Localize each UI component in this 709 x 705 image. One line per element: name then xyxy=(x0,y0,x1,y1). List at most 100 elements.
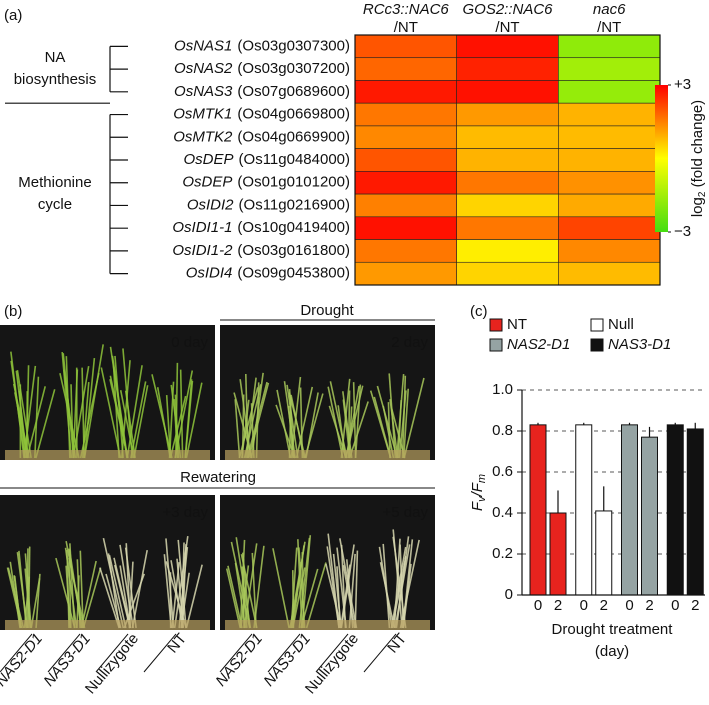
leaf xyxy=(113,564,131,629)
leaf xyxy=(185,564,203,629)
leaf xyxy=(305,562,327,629)
leaf xyxy=(25,365,30,459)
colorbar-tick-label: +3 xyxy=(674,76,691,93)
x-tick-label: 2 xyxy=(645,597,653,614)
gene-name: OsDEP xyxy=(182,174,232,191)
leaf xyxy=(169,395,187,459)
leaf xyxy=(301,552,305,629)
leaf xyxy=(399,544,405,629)
leaf xyxy=(165,561,187,629)
photo-label: +5 day xyxy=(383,504,429,521)
heat-cell xyxy=(354,261,457,286)
heat-cell xyxy=(456,57,559,81)
bar xyxy=(686,428,704,596)
heat-cell xyxy=(354,193,457,218)
row-label: OsNAS1 (Os03g0307300) xyxy=(174,37,350,54)
group-label: Methionine xyxy=(18,174,91,191)
leaf xyxy=(16,370,32,459)
leaf xyxy=(185,382,203,459)
leaf xyxy=(328,405,347,459)
leaf xyxy=(23,365,37,459)
heat-cell xyxy=(558,34,661,59)
column-suffix: /NT xyxy=(597,19,621,36)
genotype-line xyxy=(219,633,253,673)
leaf xyxy=(286,384,299,459)
group-label: biosynthesis xyxy=(14,71,97,88)
heat-cell xyxy=(354,125,457,149)
leaf xyxy=(243,384,262,459)
leaf xyxy=(173,535,189,629)
leaf xyxy=(401,375,407,459)
colorbar-tick-label: −3 xyxy=(674,223,691,240)
legend-swatch xyxy=(590,318,604,332)
leaf xyxy=(163,554,173,629)
x-axis-label: Drought treatment xyxy=(552,621,674,638)
leaf xyxy=(79,550,84,629)
heat-cell xyxy=(558,193,661,218)
leaf xyxy=(131,549,148,629)
genotype-line xyxy=(267,633,301,673)
leaf xyxy=(16,551,29,629)
leaf xyxy=(342,564,356,629)
leaf xyxy=(348,553,356,629)
heat-cell xyxy=(456,125,559,149)
y-axis-label: Fv/Fm xyxy=(469,474,488,511)
gene-name: OsNAS1 xyxy=(174,37,232,54)
y-tick-label: 0.6 xyxy=(492,463,513,480)
heat-cell xyxy=(354,57,457,81)
leaf xyxy=(327,533,340,629)
heat-cell xyxy=(456,34,559,59)
column-suffix: /NT xyxy=(495,19,519,36)
heat-cell xyxy=(354,171,457,195)
leaf xyxy=(305,392,319,459)
leaf xyxy=(295,386,314,459)
leaf xyxy=(390,546,407,629)
bar xyxy=(549,512,567,596)
y-tick-label: 1.0 xyxy=(492,381,513,398)
gene-name: OsDEP xyxy=(184,151,234,168)
x-tick-label: 2 xyxy=(554,597,562,614)
colorbar-label-sub: 2 xyxy=(697,191,708,197)
genotype-line xyxy=(363,633,397,673)
gene-name: OsIDI4 xyxy=(186,265,233,282)
heat-cell xyxy=(456,193,559,218)
y-label-b-sub: m xyxy=(476,474,488,483)
leaf xyxy=(325,563,343,629)
leaf xyxy=(66,549,70,629)
bar xyxy=(595,510,613,596)
leaf xyxy=(10,360,26,459)
heat-cell xyxy=(354,239,457,263)
row-label: OsIDI1-1 (Os10g0419400) xyxy=(172,219,350,236)
pot-base xyxy=(5,620,210,630)
genotype-line xyxy=(315,633,349,673)
leaf xyxy=(126,365,143,459)
leaf xyxy=(63,369,77,459)
gene-id: (Os10g0419400) xyxy=(237,219,350,236)
gene-id: (Os11g0216900) xyxy=(239,196,350,213)
gene-id: (Os03g0307300) xyxy=(237,37,350,54)
leaf xyxy=(352,382,357,459)
legend-label: NT xyxy=(507,316,527,333)
leaf xyxy=(114,355,124,459)
x-axis-label: (day) xyxy=(595,643,629,660)
leaf xyxy=(402,539,414,629)
leaf xyxy=(348,401,369,459)
x-tick-label: 0 xyxy=(625,597,633,614)
leaf xyxy=(119,390,135,459)
gene-id: (Os04g0669800) xyxy=(237,106,350,123)
y-label-a: F xyxy=(469,501,486,511)
panel-label: (a) xyxy=(4,7,22,24)
x-tick-label: 2 xyxy=(691,597,699,614)
column-suffix: /NT xyxy=(394,19,418,36)
leaf xyxy=(230,541,251,629)
leaf xyxy=(26,386,46,459)
leaf xyxy=(240,565,250,629)
leaf xyxy=(130,381,147,459)
gene-id: (Os03g0307200) xyxy=(237,60,350,77)
heat-cell xyxy=(456,102,559,127)
leaf xyxy=(81,367,85,459)
header-label: Rewatering xyxy=(180,469,256,486)
genotype-label: NAS2-D1 xyxy=(0,630,46,689)
leaf xyxy=(354,550,359,629)
leaf xyxy=(239,539,246,629)
